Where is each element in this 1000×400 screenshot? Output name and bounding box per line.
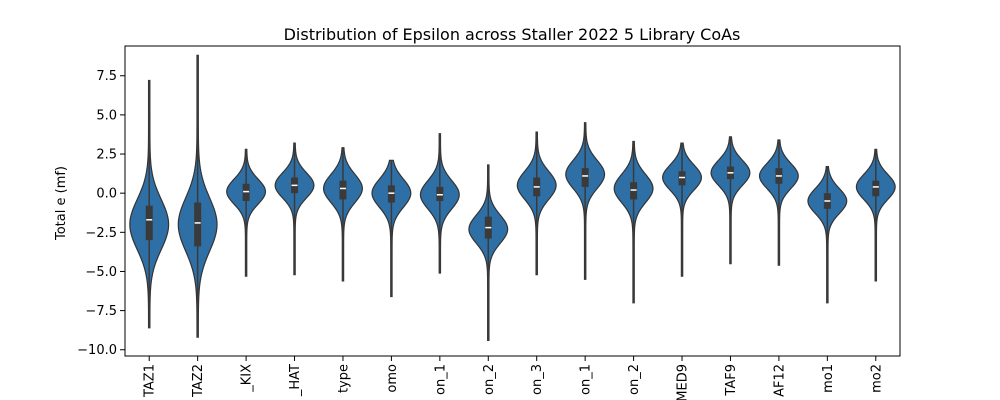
y-tick-label: 7.5 [96,69,117,84]
y-tick-label: 0.0 [96,187,117,202]
x-tick-label: on_1 [433,364,448,395]
x-tick-label: _HAT [288,364,303,397]
x-tick-label: _KIX [240,364,255,393]
x-tick-label: TAF9 [724,364,739,397]
x-tick-label: on_2 [482,364,497,395]
violin-iqr-box [630,182,638,200]
y-tick-label: −7.5 [85,304,117,319]
x-tick-label: mo2 [869,364,884,393]
y-tick-label: 5.0 [96,108,117,123]
x-tick-label: AF12 [772,364,787,397]
violin-iqr-box [339,180,347,200]
x-tick-label: type [336,364,351,393]
y-tick-label: 2.5 [96,148,117,163]
x-tick-label: TAZ2 [191,364,206,398]
violin-iqr-box [387,185,395,203]
y-axis-label: Total e (mf) [54,166,69,241]
violin-iqr-box [872,180,880,197]
x-axis: TAZ1 TAZ2 _KIX _HAT type omo on_1 on_2 on_3 on_1 o… [143,356,884,400]
violin-iqr-box [242,183,250,201]
y-tick-label: −2.5 [85,226,117,241]
x-tick-label: on_2 [627,364,642,395]
x-tick-label: TAZ1 [143,364,158,398]
violin-iqr-box [678,171,686,186]
y-tick-label: −10.0 [77,343,117,358]
x-tick-label: on_1 [579,364,594,395]
y-axis: 7.5 5.0 2.5 0.0 −2.5 −5.0 −7.5 −10.0 [77,69,125,358]
violin-group [129,54,896,341]
chart-title: Distribution of Epsilon across Staller 2… [284,25,741,44]
violin-iqr-box [194,202,202,247]
violin-iqr-box [436,186,444,201]
x-tick-label: mo1 [821,364,836,393]
y-tick-label: −5.0 [85,265,117,280]
plot-frame [124,45,901,357]
x-tick-label: on_3 [530,364,545,395]
violin-iqr-box [145,205,153,241]
violin-iqr-box [581,168,589,187]
x-tick-label: MED9 [676,364,691,400]
x-tick-label: omo [385,364,400,393]
